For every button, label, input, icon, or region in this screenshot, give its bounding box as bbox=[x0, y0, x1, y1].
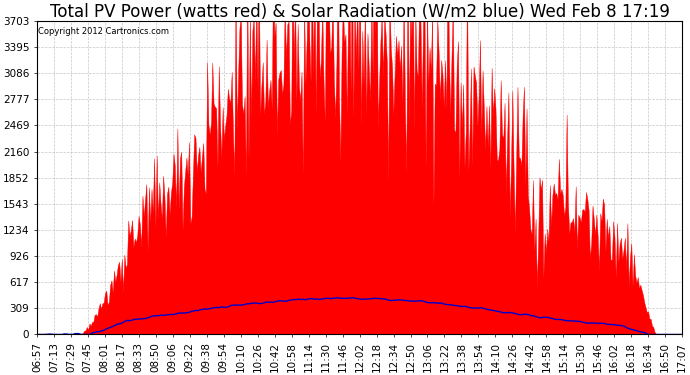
Text: Copyright 2012 Cartronics.com: Copyright 2012 Cartronics.com bbox=[38, 27, 169, 36]
Title: Total PV Power (watts red) & Solar Radiation (W/m2 blue) Wed Feb 8 17:19: Total PV Power (watts red) & Solar Radia… bbox=[50, 3, 669, 21]
